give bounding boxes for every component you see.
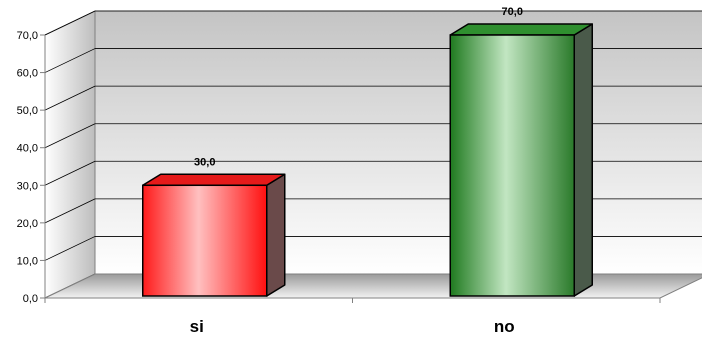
y-tick-label: 40,0 <box>17 143 38 155</box>
bar <box>449 34 575 297</box>
y-tick-label: 60,0 <box>17 68 38 80</box>
gridline-side <box>44 123 96 149</box>
gridline-side <box>44 85 96 111</box>
gridline-side <box>44 236 96 261</box>
side-wall <box>44 10 96 299</box>
plot-area: 0,0 10,0 20,0 30,0 40,0 50,0 60,0 70,0 30,0 si 70,… <box>17 6 702 336</box>
y-tick-label: 50,0 <box>17 105 38 117</box>
bar-top <box>142 173 286 187</box>
y-tick-label: 20,0 <box>17 218 38 230</box>
gridline-side <box>44 198 96 224</box>
bar-side <box>266 173 286 297</box>
data-label: 30,0 <box>194 156 215 168</box>
y-tick-label: 70,0 <box>17 30 38 42</box>
x-tick-label: no <box>494 317 515 336</box>
y-tick-label: 10,0 <box>17 255 38 267</box>
gridline-side <box>44 160 96 186</box>
y-tick-label: 30,0 <box>17 180 38 192</box>
gridline-side <box>44 10 96 36</box>
bar-top <box>449 23 593 36</box>
x-tick-label: si <box>190 317 204 336</box>
y-tick-label: 0,0 <box>23 293 38 305</box>
bar <box>142 184 268 297</box>
bar-side <box>573 23 593 297</box>
gridline-side <box>44 48 96 73</box>
data-label: 70,0 <box>502 6 523 18</box>
